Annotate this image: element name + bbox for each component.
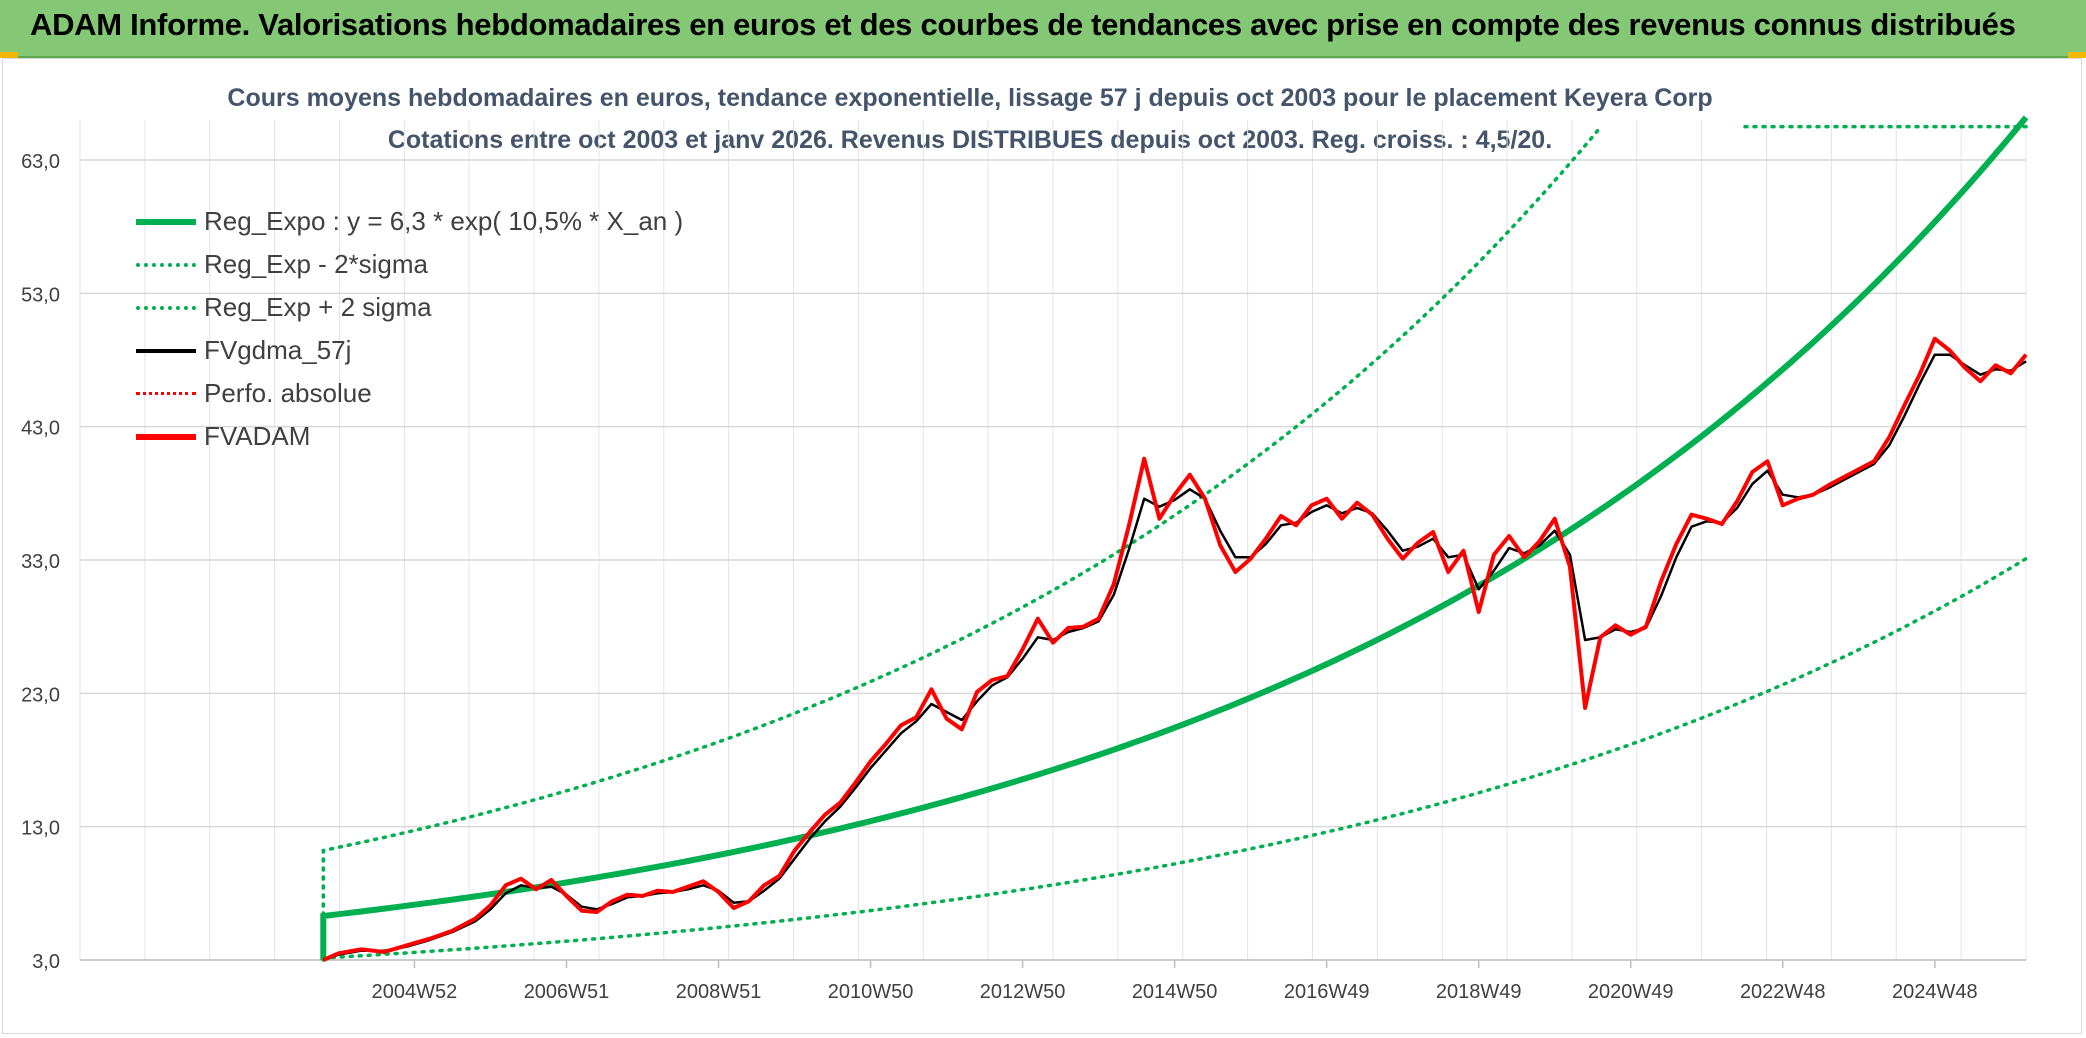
y-tick-label: 53,0 [21, 284, 60, 306]
x-tick-label: 2008W51 [676, 981, 762, 1003]
legend-item: Reg_Exp - 2*sigma [136, 243, 683, 286]
x-tick-label: 2024W48 [1892, 981, 1978, 1003]
x-tick-label: 2006W51 [524, 981, 610, 1003]
x-tick-label: 2020W49 [1588, 981, 1674, 1003]
chart-title-line2: Cotations entre oct 2003 et janv 2026. R… [387, 126, 1553, 154]
legend-label: Reg_Expo : y = 6,3 * exp( 10,5% * X_an ) [204, 206, 684, 236]
y-tick-label: 43,0 [21, 418, 60, 440]
legend-label: FVgdma_57j [204, 335, 352, 365]
x-tick-label: 2010W50 [828, 981, 914, 1003]
chart-title-line1: Cours moyens hebdomadaires en euros, ten… [227, 84, 1713, 112]
legend-item: FVADAM [136, 415, 683, 458]
x-tick-label: 2014W50 [1132, 981, 1218, 1003]
regression-line [320, 115, 2029, 960]
legend-item: Reg_Expo : y = 6,3 * exp( 10,5% * X_an ) [136, 200, 683, 243]
legend-swatch [136, 305, 196, 310]
x-tick-label: 2012W50 [980, 981, 1066, 1003]
x-tick-label: 2018W49 [1436, 981, 1522, 1003]
chart-frame [2, 58, 2082, 1034]
y-tick-label: 13,0 [21, 818, 60, 840]
legend-label: FVADAM [204, 421, 311, 451]
legend-item: Reg_Exp + 2 sigma [136, 286, 683, 329]
corner-mark-left [0, 52, 18, 58]
legend-item: FVgdma_57j [136, 329, 683, 372]
legend-label: Perfo. absolue [204, 378, 372, 408]
legend-swatch [136, 218, 196, 225]
legend-swatch [136, 348, 196, 353]
header-banner: ADAM Informe. Valorisations hebdomadaire… [0, 0, 2086, 58]
legend-label: Reg_Exp + 2 sigma [204, 292, 432, 322]
y-tick-label: 33,0 [21, 551, 60, 573]
y-tick-label: 3,0 [32, 951, 60, 973]
y-tick-label: 23,0 [21, 684, 60, 706]
x-tick-label: 2016W49 [1284, 981, 1370, 1003]
x-tick-label: 2004W52 [372, 981, 458, 1003]
legend-swatch [136, 433, 196, 440]
legend-item: Perfo. absolue [136, 372, 683, 415]
series-line-fvadam [322, 336, 2028, 962]
lower-band-line [321, 556, 2028, 960]
legend-label: Reg_Exp - 2*sigma [204, 249, 428, 279]
legend-swatch [136, 262, 196, 267]
chart-legend: Reg_Expo : y = 6,3 * exp( 10,5% * X_an )… [136, 200, 683, 458]
x-tick-label: 2022W48 [1740, 981, 1826, 1003]
report-title: ADAM Informe. Valorisations hebdomadaire… [30, 7, 2016, 42]
upper-band-line [321, 125, 1603, 962]
y-tick-label: 63,0 [21, 151, 60, 173]
corner-mark-right [2068, 52, 2086, 58]
legend-swatch [136, 392, 196, 395]
